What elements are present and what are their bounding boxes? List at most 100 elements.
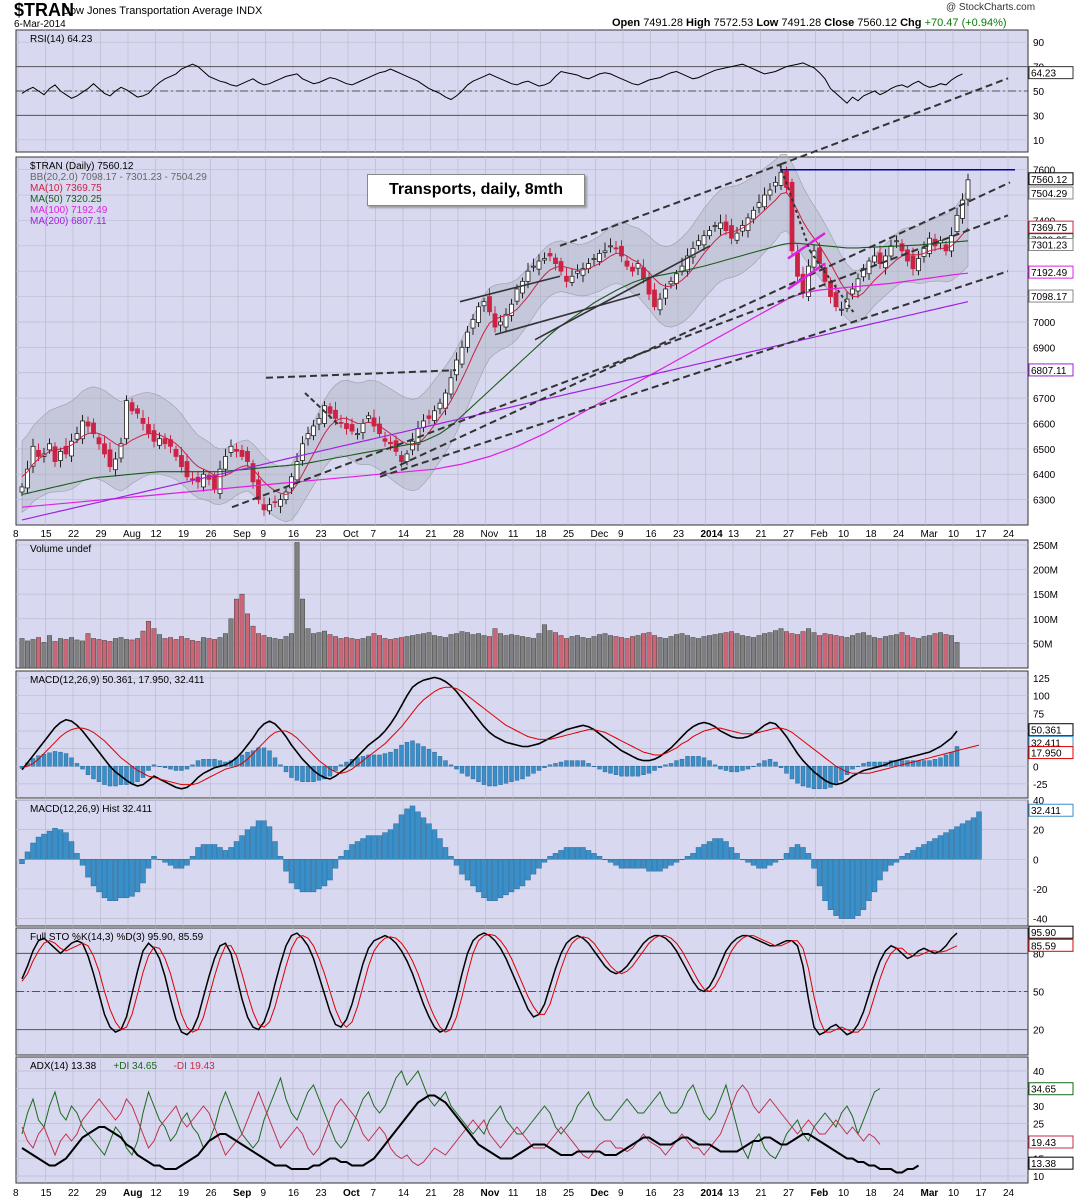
volume-bar bbox=[525, 637, 531, 669]
price-candle bbox=[140, 418, 146, 424]
price-candle bbox=[674, 273, 679, 284]
hist-bar bbox=[129, 859, 135, 897]
price-candle bbox=[597, 253, 602, 262]
volume-bar bbox=[300, 598, 305, 669]
adx-last-label: 19.43 bbox=[1028, 1135, 1074, 1149]
hist-bar bbox=[420, 817, 427, 860]
price-candle bbox=[135, 408, 140, 414]
volume-bar bbox=[602, 633, 608, 669]
hist-bar bbox=[932, 838, 938, 860]
volume-bar bbox=[767, 632, 773, 669]
hist-bar bbox=[35, 836, 42, 860]
hist-bar bbox=[668, 859, 674, 866]
volume-bar bbox=[531, 638, 536, 669]
x-axis-label: 14 bbox=[398, 529, 410, 540]
macd-hist-bar bbox=[267, 750, 272, 767]
volume-bar bbox=[333, 636, 338, 669]
volume-bar bbox=[124, 639, 129, 669]
macd-hist-bar bbox=[168, 766, 173, 770]
volume-bar bbox=[789, 633, 795, 669]
price-candle bbox=[25, 468, 30, 489]
macd-hist-bar bbox=[201, 758, 206, 767]
volume-bar bbox=[201, 637, 206, 669]
price-candle bbox=[635, 263, 641, 269]
volume-bar bbox=[151, 628, 157, 669]
flag-upper bbox=[787, 232, 826, 260]
macd-hist-bar bbox=[734, 766, 740, 773]
volume-bar bbox=[487, 636, 492, 669]
price-candle bbox=[718, 222, 723, 229]
x-axis-bottom-label: 21 bbox=[756, 1188, 768, 1199]
volume-bar bbox=[564, 638, 569, 669]
volume-bar bbox=[454, 633, 459, 669]
hist-bar bbox=[767, 859, 773, 866]
hist-bar bbox=[761, 859, 768, 869]
price-candle bbox=[311, 425, 316, 437]
macd-hist-bar bbox=[520, 766, 525, 780]
hist-bar bbox=[118, 859, 124, 899]
low-label: Low bbox=[756, 17, 779, 29]
price-candle bbox=[498, 321, 503, 326]
hist-bar bbox=[288, 859, 295, 884]
price-last-label: 7098.17 bbox=[1028, 289, 1074, 303]
aug-resistance-line bbox=[265, 369, 457, 379]
sto-tick-label: 50 bbox=[1033, 988, 1045, 999]
volume-bar bbox=[718, 633, 723, 669]
rsi-last-label: 64.23 bbox=[1028, 66, 1074, 80]
x-axis-bottom-label: Aug bbox=[123, 1188, 142, 1199]
volume-bar bbox=[393, 638, 399, 669]
macd-hist-bar bbox=[41, 754, 47, 767]
macd-hist-bar bbox=[421, 746, 426, 767]
price-candle bbox=[547, 253, 553, 257]
adx-tick-label: 40 bbox=[1033, 1067, 1045, 1078]
macd-hist-bar bbox=[756, 763, 762, 767]
ma100-line bbox=[21, 272, 969, 508]
hist-bar bbox=[151, 856, 157, 860]
macd-tick-label: 75 bbox=[1033, 709, 1045, 720]
macd-hist-bar bbox=[102, 766, 107, 785]
macd-hist-bar bbox=[195, 760, 201, 767]
hist-bar bbox=[431, 829, 438, 860]
hist-bar bbox=[46, 830, 53, 860]
price-candle bbox=[652, 289, 657, 308]
price-candle bbox=[525, 270, 531, 282]
volume-bar bbox=[217, 637, 223, 669]
rsi-last-label-box bbox=[1028, 66, 1074, 80]
macd-hist-bar bbox=[910, 760, 916, 767]
volume-bar bbox=[283, 636, 289, 669]
long-channel-top-ext-line bbox=[779, 77, 1009, 166]
volume-bar bbox=[921, 636, 927, 669]
volume-bar bbox=[267, 637, 272, 669]
ohlc-summary: Open 7491.28 High 7572.53 Low 7491.28 Cl… bbox=[612, 17, 1007, 29]
volume-bar bbox=[470, 634, 476, 669]
volume-legend-0: Volume undef bbox=[30, 544, 91, 555]
price-candle bbox=[283, 491, 289, 501]
macd-line bbox=[21, 676, 958, 790]
macd-hist-bar bbox=[569, 760, 575, 767]
volume-bar bbox=[289, 633, 294, 669]
volume-bar bbox=[36, 637, 41, 669]
adx-last-label-box bbox=[1028, 1156, 1074, 1170]
price-candle bbox=[734, 232, 740, 241]
volume-bar bbox=[833, 635, 839, 669]
price-candle bbox=[327, 406, 333, 414]
macd-last-label-box bbox=[1028, 723, 1074, 737]
price-tick-label: 6500 bbox=[1033, 445, 1056, 456]
price-candle bbox=[839, 308, 844, 311]
volume-bar bbox=[47, 635, 52, 669]
macd-hist-bar bbox=[850, 766, 855, 770]
volume-bar bbox=[696, 638, 701, 669]
price-candle bbox=[129, 402, 135, 412]
macd-hist-bar bbox=[602, 766, 608, 773]
hist-bar bbox=[492, 859, 498, 902]
low-value: 7491.28 bbox=[781, 17, 822, 29]
macd-hist-bar bbox=[778, 766, 784, 768]
hist-bar bbox=[393, 823, 399, 860]
hist-bar bbox=[283, 859, 289, 872]
adx-last-label-box bbox=[1028, 1082, 1074, 1096]
price-candle bbox=[910, 255, 916, 270]
sto-legend-0: Full STO %K(14,3) %D(3) 95.90, 85.59 bbox=[30, 932, 204, 943]
price-candle bbox=[509, 303, 514, 316]
macd-hist-bar bbox=[305, 766, 311, 782]
